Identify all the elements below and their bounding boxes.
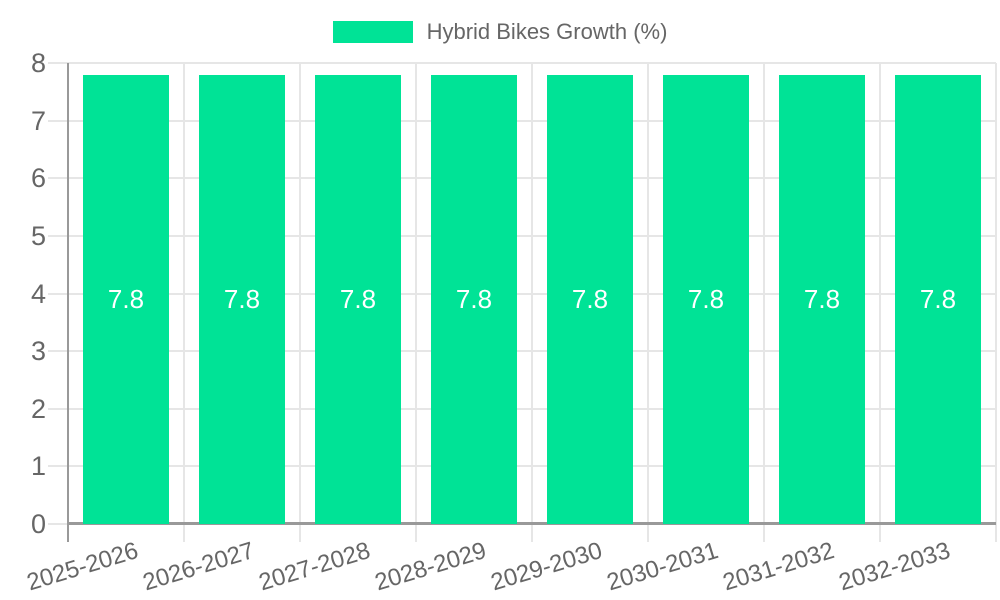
bar-value-label: 7.8 <box>687 284 725 315</box>
x-tick <box>299 524 301 542</box>
y-tick <box>48 292 68 295</box>
v-gridline <box>183 63 185 524</box>
bar-value-label: 7.8 <box>803 284 841 315</box>
y-tick-label: 6 <box>30 163 46 194</box>
bar[interactable] <box>83 74 169 524</box>
x-tick-label: 2029-2030 <box>487 537 606 597</box>
v-gridline <box>879 63 881 524</box>
bar-value-label: 7.8 <box>571 284 609 315</box>
bar-value-label: 7.8 <box>919 284 957 315</box>
x-tick <box>879 524 881 542</box>
y-tick <box>48 62 68 64</box>
y-tick <box>48 465 68 468</box>
x-tick-label: 2027-2028 <box>255 537 374 597</box>
x-tick-label: 2031-2032 <box>719 537 838 597</box>
bar[interactable] <box>315 74 401 524</box>
bar[interactable] <box>547 74 633 524</box>
y-tick <box>48 523 68 525</box>
v-gridline <box>995 63 997 524</box>
y-axis-line <box>67 63 69 542</box>
x-tick-label: 2030-2031 <box>603 537 722 597</box>
legend-item[interactable]: Hybrid Bikes Growth (%) <box>332 19 668 44</box>
y-tick <box>48 350 68 353</box>
x-tick <box>531 524 533 542</box>
y-tick-label: 4 <box>30 278 46 309</box>
legend-label: Hybrid Bikes Growth (%) <box>426 19 668 44</box>
x-axis-line <box>68 522 996 525</box>
v-gridline <box>763 63 765 524</box>
bar-value-label: 7.8 <box>455 284 493 315</box>
y-tick-label: 3 <box>30 336 46 367</box>
bar-value-label: 7.8 <box>107 284 145 315</box>
x-tick-label: 2028-2029 <box>371 537 490 597</box>
bar[interactable] <box>779 74 865 524</box>
v-gridline <box>415 63 417 524</box>
x-tick <box>995 524 997 542</box>
y-tick <box>48 234 68 237</box>
y-tick-label: 8 <box>30 48 46 78</box>
y-tick <box>48 119 68 122</box>
bar-value-label: 7.8 <box>339 284 377 315</box>
legend-swatch <box>332 21 413 43</box>
x-tick-label: 2025-2026 <box>23 537 142 597</box>
y-tick-label: 7 <box>30 105 46 136</box>
x-tick <box>763 524 765 542</box>
v-gridline <box>647 63 649 524</box>
y-tick <box>48 177 68 180</box>
x-tick <box>415 524 417 542</box>
y-tick <box>48 407 68 410</box>
y-tick-label: 1 <box>30 451 46 482</box>
y-tick-label: 0 <box>30 509 46 539</box>
x-tick-label: 2032-2033 <box>835 537 954 597</box>
y-tick-label: 5 <box>30 220 46 251</box>
legend: Hybrid Bikes Growth (%) <box>0 21 1000 43</box>
bar-value-label: 7.8 <box>223 284 261 315</box>
bar[interactable] <box>199 74 285 524</box>
x-tick <box>647 524 649 542</box>
bar[interactable] <box>431 74 517 524</box>
v-gridline <box>299 63 301 524</box>
x-tick <box>183 524 185 542</box>
x-tick-label: 2026-2027 <box>139 537 258 597</box>
bar[interactable] <box>663 74 749 524</box>
v-gridline <box>531 63 533 524</box>
bar[interactable] <box>895 74 981 524</box>
y-tick-label: 2 <box>30 393 46 424</box>
